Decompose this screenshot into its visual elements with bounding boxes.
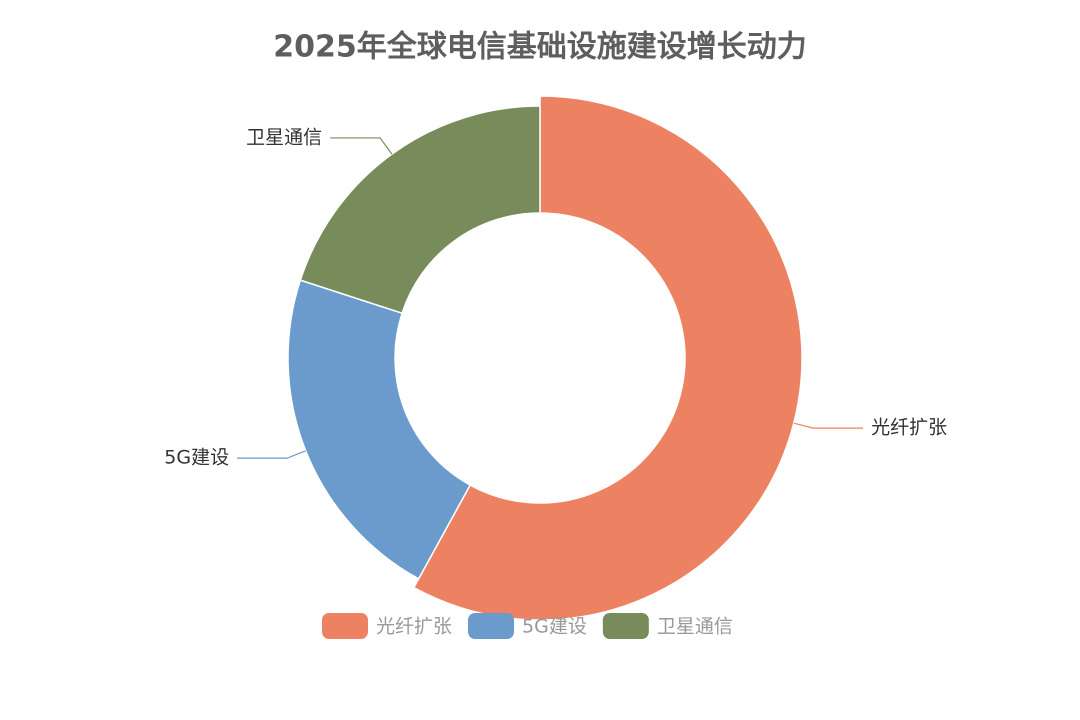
- donut-slice: [299, 105, 541, 315]
- legend-swatch[interactable]: [322, 613, 368, 639]
- donut-slice: [287, 279, 472, 580]
- leader-line: [237, 450, 306, 459]
- data-label: 5G建设: [164, 447, 229, 469]
- leader-line: [793, 422, 864, 429]
- legend-swatch[interactable]: [468, 613, 515, 639]
- legend-swatch[interactable]: [602, 613, 649, 639]
- legend-label[interactable]: 5G建设: [522, 616, 587, 638]
- data-label: 卫星通信: [246, 126, 322, 148]
- leader-line: [330, 137, 393, 155]
- data-label: 光纤扩张: [871, 417, 947, 439]
- legend-label[interactable]: 光纤扩张: [376, 616, 452, 638]
- legend-label[interactable]: 卫星通信: [657, 616, 733, 638]
- chart-title: 2025年全球电信基础设施建设增长动力: [273, 30, 807, 65]
